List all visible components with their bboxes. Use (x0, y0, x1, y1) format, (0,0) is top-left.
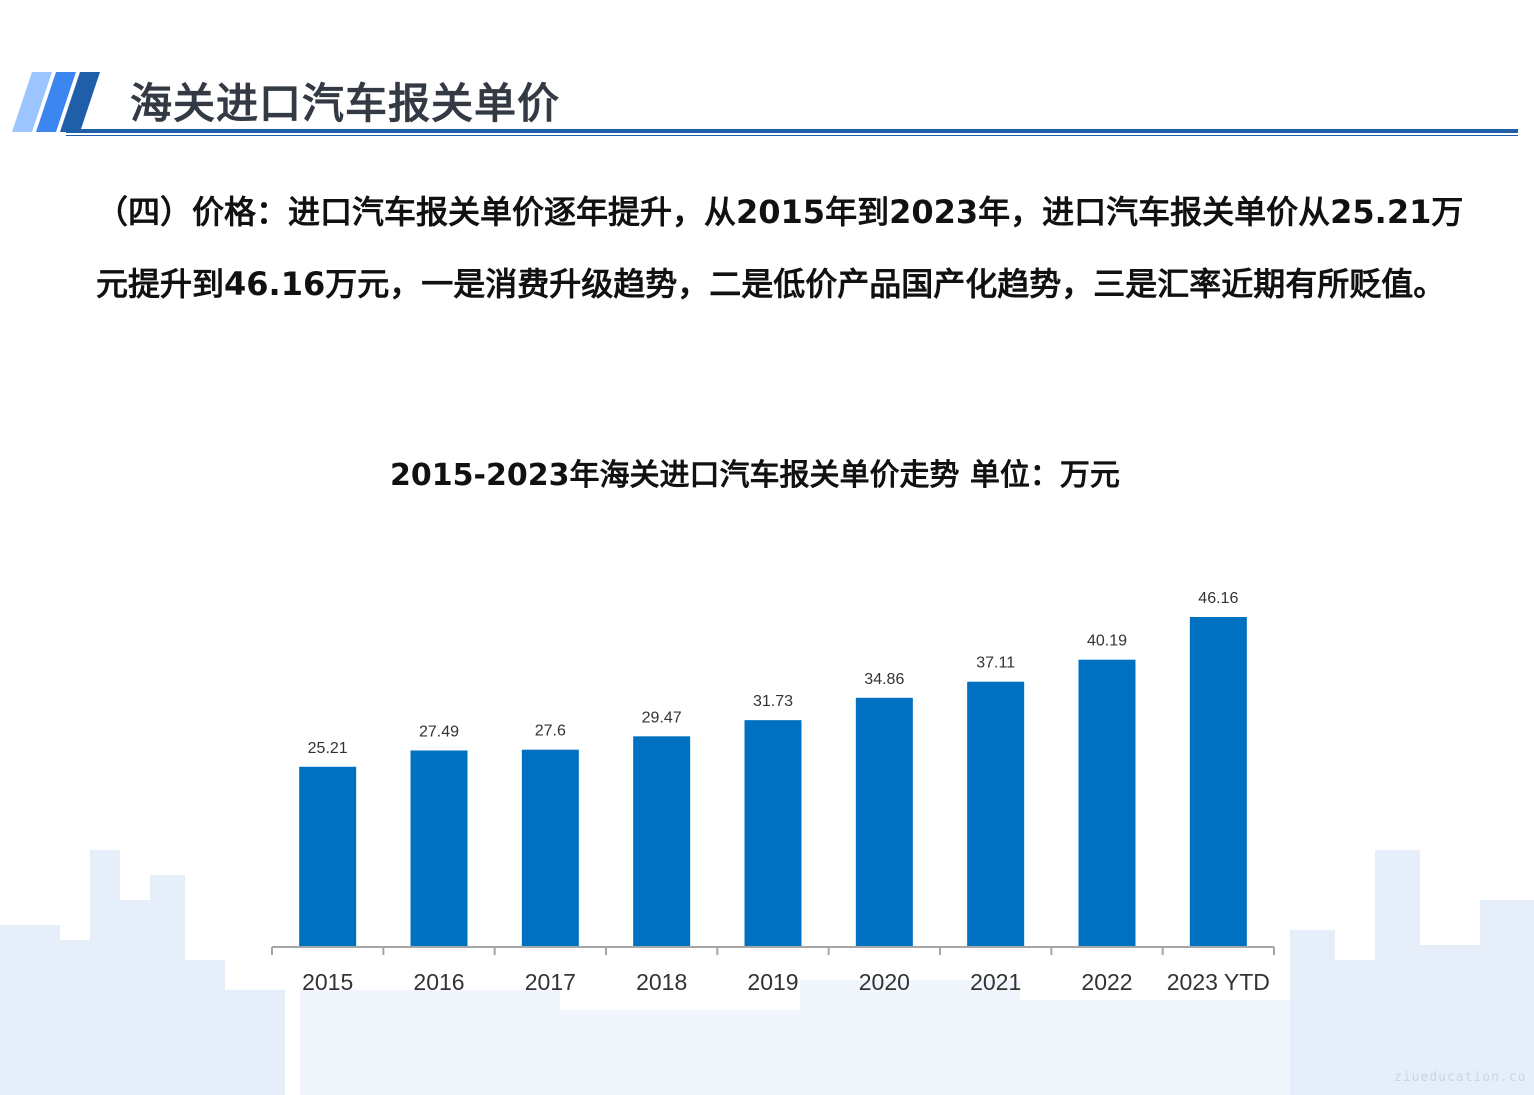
x-tick-label: 2015 (302, 969, 353, 995)
data-label: 46.16 (1198, 590, 1238, 607)
data-label: 25.21 (308, 740, 348, 757)
page-title: 海关进口汽车报关单价 (130, 79, 561, 128)
x-tick-label: 2017 (525, 969, 576, 995)
chart-title: 2015-2023年海关进口汽车报关单价走势 单位：万元 (390, 458, 1120, 493)
data-label: 27.6 (535, 723, 566, 740)
x-tick-label: 2020 (859, 969, 910, 995)
data-label: 40.19 (1087, 633, 1127, 650)
x-tick-label: 2021 (970, 969, 1021, 995)
bar-2016 (410, 750, 468, 947)
data-label: 37.11 (976, 655, 1015, 672)
watermark: ziueducation.co (1394, 1070, 1527, 1085)
x-tick-label: 2022 (1081, 969, 1132, 995)
x-tick-label: 2019 (747, 969, 798, 995)
bar-2015 (299, 766, 357, 947)
bar-2021 (967, 681, 1025, 947)
title-underline (66, 129, 1518, 133)
x-tick-label: 2016 (413, 969, 464, 995)
data-label: 27.49 (419, 723, 459, 740)
data-label: 29.47 (642, 709, 682, 726)
bar-2023-ytd (1189, 617, 1247, 947)
bar-2018 (633, 736, 691, 947)
summary-paragraph: （四）价格：进口汽车报关单价逐年提升，从2015年到2023年，进口汽车报关单价… (96, 193, 1464, 303)
bar-2019 (744, 720, 802, 947)
title-underline-thin (66, 135, 1518, 136)
data-label: 31.73 (753, 693, 793, 710)
bar-2017 (521, 749, 579, 947)
data-label: 34.86 (864, 671, 904, 688)
x-tick-label: 2023 YTD (1167, 969, 1270, 995)
x-tick-label: 2018 (636, 969, 687, 995)
bar-2020 (855, 697, 913, 947)
header-stripes-logo (12, 72, 100, 132)
bar-2022 (1078, 659, 1136, 947)
